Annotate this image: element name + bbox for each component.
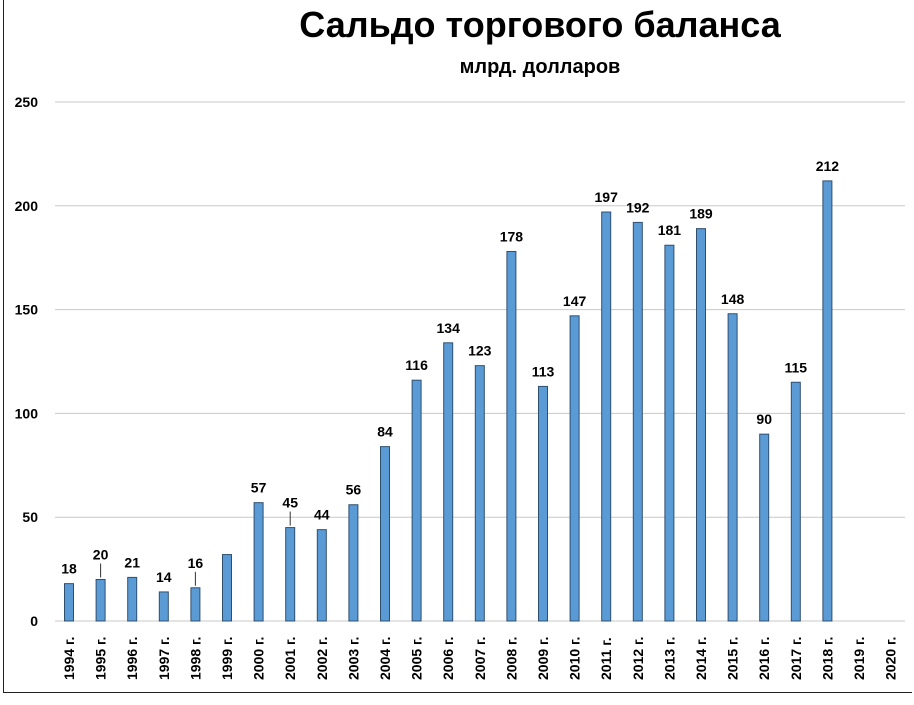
bar [822, 180, 833, 622]
data-label: 21 [124, 554, 140, 570]
bar [632, 221, 643, 622]
bar [64, 583, 74, 622]
bar [316, 529, 327, 622]
y-tick-label: 100 [15, 405, 39, 421]
bar [538, 385, 548, 622]
bar [253, 502, 264, 622]
data-label: 212 [816, 158, 840, 174]
x-tick-label: 2016 г. [756, 637, 772, 680]
y-tick-label: 50 [22, 509, 38, 525]
x-tick-label: 2010 г. [567, 637, 583, 680]
data-label: 84 [377, 424, 393, 440]
data-label: 123 [468, 343, 492, 359]
data-label: 116 [405, 357, 428, 373]
bar [127, 576, 138, 622]
x-tick-label: 1996 г. [124, 637, 140, 680]
y-tick-label: 200 [15, 198, 39, 214]
data-label: 44 [314, 507, 330, 523]
x-tick-label: 2014 г. [693, 637, 709, 680]
bar [664, 244, 675, 622]
data-label: 181 [658, 222, 682, 238]
x-tick-label: 1994 г. [61, 637, 77, 680]
bar [506, 250, 517, 622]
data-label: 148 [721, 291, 745, 307]
data-label: 90 [756, 411, 772, 427]
x-tick-label: 2013 г. [661, 637, 677, 680]
x-tick-label: 2001 г. [282, 637, 298, 680]
bar [696, 228, 706, 622]
data-label: 134 [437, 320, 461, 336]
x-tick-label: 2006 г. [440, 637, 456, 680]
x-tick-label: 1998 г. [187, 637, 203, 680]
data-label: 147 [563, 293, 587, 309]
bar [190, 587, 201, 622]
x-tick-label: 2012 г. [630, 637, 646, 680]
chart-frame [3, 0, 912, 693]
x-tick-label: 1995 г. [93, 637, 109, 680]
y-tick-label: 250 [15, 94, 39, 110]
x-tick-label: 2015 г. [725, 637, 741, 680]
bar [569, 315, 580, 622]
bar [727, 313, 738, 622]
bar [158, 591, 169, 622]
bar [443, 342, 454, 622]
x-tick-label: 2009 г. [535, 637, 551, 680]
data-label: 192 [626, 199, 650, 215]
data-label: 57 [251, 480, 267, 496]
y-tick-label: 0 [30, 613, 38, 629]
data-label: 189 [689, 206, 713, 222]
x-tick-label: 2005 г. [409, 637, 425, 680]
data-label: 18 [61, 561, 77, 577]
bar [759, 433, 770, 622]
bar [380, 446, 390, 622]
x-tick-label: 1999 г. [219, 637, 235, 680]
x-tick-label: 2017 г. [788, 637, 804, 680]
bar [348, 504, 359, 622]
x-tick-label: 2002 г. [314, 637, 330, 680]
x-tick-label: 2020 г. [883, 637, 899, 680]
y-tick-label: 150 [15, 302, 39, 318]
x-tick-label: 2018 г. [819, 637, 835, 680]
data-label: 14 [156, 569, 172, 585]
x-tick-label: 2000 г. [251, 637, 267, 680]
bar [285, 527, 296, 622]
data-label: 56 [346, 482, 362, 498]
data-label: 16 [188, 555, 204, 571]
x-tick-label: 2007 г. [472, 637, 488, 680]
data-label: 115 [785, 359, 808, 375]
x-tick-label: 2011 г. [598, 637, 614, 680]
chart-subtitle: млрд. долларов [459, 56, 621, 78]
data-label: 197 [595, 189, 619, 205]
data-label: 20 [93, 546, 109, 562]
data-label: 45 [282, 495, 298, 511]
x-tick-label: 2019 г. [851, 637, 867, 680]
bar [790, 381, 801, 622]
bar [95, 578, 106, 622]
bar [222, 554, 232, 622]
chart-title: Сальдо торгового баланса [299, 4, 781, 45]
x-tick-label: 2008 г. [503, 637, 519, 680]
bar [601, 211, 612, 622]
bar [411, 379, 422, 622]
x-tick-label: 1997 г. [156, 637, 172, 680]
bar [474, 365, 485, 622]
x-tick-label: 2004 г. [377, 637, 393, 680]
x-tick-label: 2003 г. [345, 637, 361, 680]
data-label: 113 [532, 363, 555, 379]
data-label: 178 [500, 228, 524, 244]
